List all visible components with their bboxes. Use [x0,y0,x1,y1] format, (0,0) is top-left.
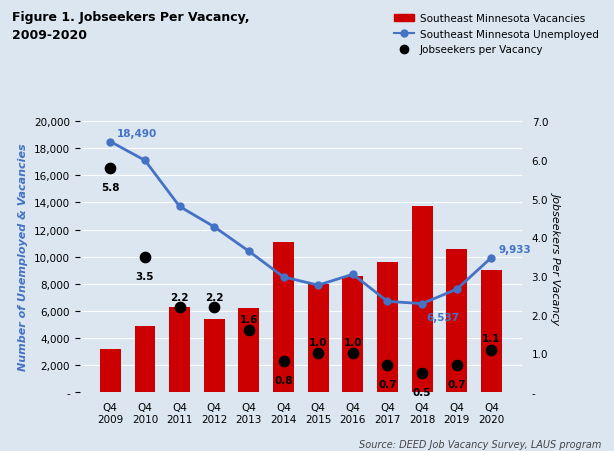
Text: 1.0: 1.0 [344,337,362,347]
Text: 1.0: 1.0 [309,337,327,347]
Text: 18,490: 18,490 [117,129,158,138]
Bar [204,319,225,392]
Point [279,358,289,365]
Point [106,165,115,172]
Point [175,304,185,311]
Text: 3.5: 3.5 [136,271,154,281]
Text: 2009-2020: 2009-2020 [12,29,87,42]
Text: 0.8: 0.8 [274,376,293,386]
Point [244,327,254,334]
Y-axis label: Jobseekers Per Vacancy: Jobseekers Per Vacancy [552,191,562,323]
Text: 0.7: 0.7 [448,379,466,390]
Y-axis label: Number of Unemployed & Vacancies: Number of Unemployed & Vacancies [18,143,28,371]
Bar [134,326,155,392]
Point [140,253,150,261]
Text: Source: DEED Job Vacancy Survey, LAUS program: Source: DEED Job Vacancy Survey, LAUS pr… [359,439,602,449]
Text: 5.8: 5.8 [101,182,120,192]
Text: 0.7: 0.7 [378,379,397,390]
Bar [100,349,121,392]
Point [452,362,462,369]
Point [348,350,358,357]
Text: 1.1: 1.1 [482,334,500,344]
Point [383,362,392,369]
Bar [446,249,467,392]
Text: 6,537: 6,537 [426,313,459,322]
Bar [238,308,259,392]
Point [313,350,323,357]
Text: 0.5: 0.5 [413,387,432,397]
Bar [343,276,363,392]
Bar [481,271,502,392]
Text: 2.2: 2.2 [170,292,189,302]
Legend: Southeast Minnesota Vacancies, Southeast Minnesota Unemployed, Jobseekers per Va: Southeast Minnesota Vacancies, Southeast… [389,10,603,60]
Text: 9,933: 9,933 [499,244,531,254]
Bar [273,242,294,392]
Bar [308,284,328,392]
Bar [412,207,432,392]
Point [417,369,427,377]
Point [209,304,219,311]
Text: 1.6: 1.6 [239,314,258,324]
Bar [169,307,190,392]
Text: Figure 1. Jobseekers Per Vacancy,: Figure 1. Jobseekers Per Vacancy, [12,11,250,24]
Bar [377,262,398,392]
Point [486,346,496,354]
Text: 2.2: 2.2 [205,292,223,302]
